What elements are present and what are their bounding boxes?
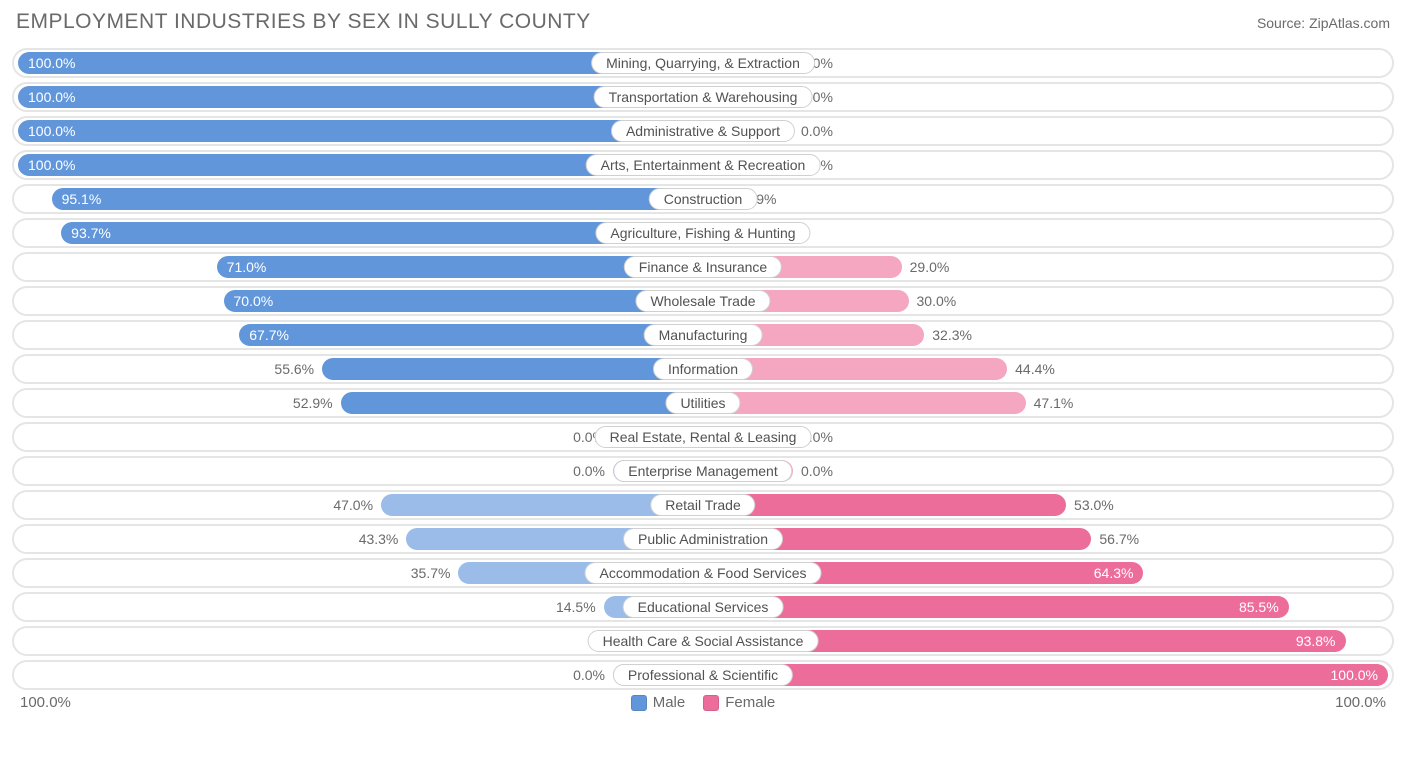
chart-row: 93.8%6.3%Health Care & Social Assistance	[12, 626, 1394, 656]
male-pct: 0.0%	[573, 664, 613, 686]
male-pct: 52.9%	[293, 392, 341, 414]
bar-male: 95.1%	[52, 188, 703, 210]
male-pct: 71.0%	[227, 259, 267, 275]
chart-row: 64.3% 35.7% Accommodation & Food Services	[12, 558, 1394, 588]
row-label: Mining, Quarrying, & Extraction	[591, 52, 815, 74]
male-pct: 67.7%	[249, 327, 289, 343]
chart-row: 70.0% 30.0% Wholesale Trade	[12, 286, 1394, 316]
legend-male-swatch	[631, 695, 647, 711]
row-label: Arts, Entertainment & Recreation	[586, 154, 821, 176]
chart-row: 52.9% 47.1% Utilities	[12, 388, 1394, 418]
bar-female	[703, 494, 1066, 516]
chart-row: 55.6% 44.4% Information	[12, 354, 1394, 384]
female-pct: 44.4%	[1007, 358, 1055, 380]
chart-row: 100.0%0.0%Mining, Quarrying, & Extractio…	[12, 48, 1394, 78]
male-pct: 35.7%	[411, 562, 459, 584]
chart-row: 100.0% 0.0%Professional & Scientific	[12, 660, 1394, 690]
legend: Male Female	[631, 694, 776, 711]
chart-row: 43.3% 56.7% Public Administration	[12, 524, 1394, 554]
chart-row: 47.0% 53.0% Retail Trade	[12, 490, 1394, 520]
chart-row: 100.0%0.0%Arts, Entertainment & Recreati…	[12, 150, 1394, 180]
bar-female	[703, 392, 1026, 414]
female-pct: 93.8%	[1296, 633, 1336, 649]
chart-header: EMPLOYMENT INDUSTRIES BY SEX IN SULLY CO…	[12, 10, 1394, 34]
axis-left-label: 100.0%	[20, 694, 71, 711]
male-pct: 55.6%	[274, 358, 322, 380]
female-pct: 0.0%	[793, 120, 833, 142]
chart-row: 67.7% 32.3% Manufacturing	[12, 320, 1394, 350]
legend-male-label: Male	[653, 694, 686, 711]
bar-female: 85.5%	[703, 596, 1289, 618]
female-pct: 100.0%	[1331, 667, 1378, 683]
chart-row: 100.0% 0.0%Administrative & Support	[12, 116, 1394, 146]
row-label: Professional & Scientific	[613, 664, 793, 686]
male-pct: 47.0%	[333, 494, 381, 516]
male-pct: 100.0%	[28, 55, 75, 71]
bar-female: 100.0%	[703, 664, 1388, 686]
row-label: Retail Trade	[650, 494, 755, 516]
chart-row: 0.0% 0.0%Enterprise Management	[12, 456, 1394, 486]
bar-male: 70.0%	[224, 290, 704, 312]
row-label: Wholesale Trade	[635, 290, 770, 312]
axis-right-label: 100.0%	[1335, 694, 1386, 711]
male-pct: 0.0%	[573, 460, 613, 482]
male-pct: 95.1%	[62, 191, 102, 207]
female-pct: 64.3%	[1094, 565, 1134, 581]
chart-row: 100.0%0.0%Transportation & Warehousing	[12, 82, 1394, 112]
chart-body: 100.0% 0.0% Mining, Quarrying, & Extractio…	[12, 48, 1394, 690]
bar-male: 100.0%	[18, 120, 703, 142]
bar-male	[341, 392, 703, 414]
row-label: Information	[653, 358, 753, 380]
row-label: Educational Services	[623, 596, 784, 618]
legend-female: Female	[703, 694, 775, 711]
male-pct: 100.0%	[28, 157, 75, 173]
chart-source: Source: ZipAtlas.com	[1257, 15, 1390, 31]
chart-row: 71.0% 29.0% Finance & Insurance	[12, 252, 1394, 282]
female-pct: 0.0%	[793, 460, 833, 482]
chart-row: 93.7%6.3%Agriculture, Fishing & Hunting	[12, 218, 1394, 248]
legend-female-swatch	[703, 695, 719, 711]
male-pct: 14.5%	[556, 596, 604, 618]
female-pct: 32.3%	[924, 324, 972, 346]
row-label: Public Administration	[623, 528, 783, 550]
chart-row: 0.0%0.0%Real Estate, Rental & Leasing	[12, 422, 1394, 452]
chart-row: 85.5% 14.5% Educational Services	[12, 592, 1394, 622]
female-pct: 56.7%	[1091, 528, 1139, 550]
male-pct: 43.3%	[359, 528, 407, 550]
row-label: Construction	[649, 188, 758, 210]
male-pct: 93.7%	[71, 225, 111, 241]
row-label: Real Estate, Rental & Leasing	[595, 426, 812, 448]
male-pct: 70.0%	[234, 293, 274, 309]
female-pct: 53.0%	[1066, 494, 1114, 516]
row-label: Health Care & Social Assistance	[588, 630, 819, 652]
row-label: Agriculture, Fishing & Hunting	[595, 222, 810, 244]
row-label: Administrative & Support	[611, 120, 795, 142]
row-label: Enterprise Management	[613, 460, 792, 482]
bar-male	[322, 358, 703, 380]
row-label: Utilities	[665, 392, 740, 414]
chart-footer: 100.0% Male Female 100.0%	[12, 690, 1394, 711]
male-pct: 100.0%	[28, 123, 75, 139]
legend-female-label: Female	[725, 694, 775, 711]
legend-male: Male	[631, 694, 686, 711]
female-pct: 85.5%	[1239, 599, 1279, 615]
row-label: Finance & Insurance	[624, 256, 782, 278]
male-pct: 100.0%	[28, 89, 75, 105]
chart-title: EMPLOYMENT INDUSTRIES BY SEX IN SULLY CO…	[16, 10, 591, 34]
row-label: Manufacturing	[644, 324, 763, 346]
bar-male: 67.7%	[239, 324, 703, 346]
row-label: Accommodation & Food Services	[585, 562, 822, 584]
female-pct: 47.1%	[1026, 392, 1074, 414]
chart-row: 95.1%4.9%Construction	[12, 184, 1394, 214]
row-label: Transportation & Warehousing	[594, 86, 813, 108]
female-pct: 29.0%	[902, 256, 950, 278]
female-pct: 30.0%	[909, 290, 957, 312]
